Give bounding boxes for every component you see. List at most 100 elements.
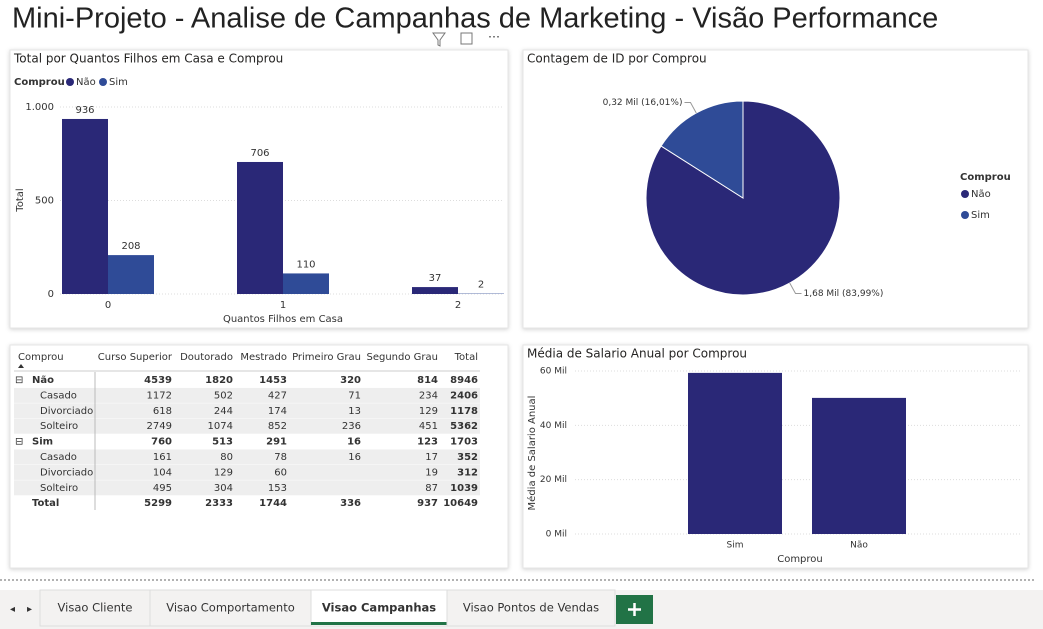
data-label: 706 [250, 148, 269, 159]
x-tick-label: 2 [455, 300, 461, 311]
tab-label[interactable]: Visao Campanhas [322, 601, 436, 615]
cell: 129 [419, 406, 438, 417]
collapse-icon: ⊟ [15, 437, 23, 448]
tab-label[interactable]: Visao Comportamento [166, 601, 295, 615]
row-band [14, 418, 480, 434]
tab[interactable] [446, 589, 616, 627]
sort-arrow [18, 364, 24, 368]
bar [812, 397, 906, 534]
bar [412, 287, 458, 294]
row-label: Não [32, 375, 54, 386]
cell: 104 [153, 467, 172, 478]
chart-title: Média de Salario Anual por Comprou [527, 347, 747, 361]
tab[interactable] [149, 589, 312, 627]
cell: 123 [417, 437, 438, 448]
filter-icon[interactable] [432, 32, 446, 47]
bar [108, 255, 154, 294]
leader-line [684, 101, 697, 114]
row-band [14, 449, 480, 465]
nav-prev[interactable]: ◂ [10, 604, 15, 615]
cell: 336 [340, 498, 361, 509]
column-header: Mestrado [240, 352, 287, 363]
chart-title: Total por Quantos Filhos em Casa e Compr… [13, 52, 283, 66]
tab[interactable] [39, 589, 151, 627]
cell: 4539 [144, 375, 172, 386]
cell: 80 [220, 452, 233, 463]
cell: 5362 [450, 421, 478, 432]
leader-line [789, 282, 802, 295]
legend-marker [99, 78, 107, 86]
y-tick-label: 1.000 [25, 102, 54, 113]
legend-label: Sim [109, 77, 128, 88]
x-tick-label: 1 [280, 300, 286, 311]
data-label: 1,68 Mil (83,99%) [804, 289, 884, 299]
column-header: Comprou [18, 352, 64, 363]
chart-title: Contagem de ID por Comprou [527, 52, 707, 66]
y-tick-label: 0 Mil [546, 530, 567, 540]
bar [237, 161, 283, 294]
tab[interactable] [310, 589, 448, 627]
cell: 1172 [147, 390, 172, 401]
tab-label[interactable]: Visao Pontos de Vendas [463, 601, 599, 615]
cell: 1820 [205, 375, 233, 386]
cell: 760 [151, 437, 172, 448]
row-label: Solteiro [40, 421, 78, 432]
y-tick-label: 20 Mil [540, 475, 567, 485]
cell: 513 [212, 437, 233, 448]
y-axis-label: Média de Salario Anual [526, 396, 538, 511]
cell: 618 [153, 406, 172, 417]
cell: 129 [214, 467, 233, 478]
data-label: 2 [478, 280, 484, 291]
cell: 78 [274, 452, 287, 463]
legend-marker [66, 78, 74, 86]
tab-label[interactable]: Visao Cliente [58, 601, 133, 615]
cell: 495 [153, 483, 172, 494]
cell: 1744 [259, 498, 287, 509]
cell: 234 [419, 390, 438, 401]
cell: 937 [417, 498, 438, 509]
y-tick-label: 60 Mil [540, 367, 567, 377]
focus-icon[interactable] [460, 32, 473, 45]
cell: 1453 [259, 375, 287, 386]
cell: 174 [268, 406, 287, 417]
column-header: Doutorado [180, 352, 233, 363]
cell: 1703 [450, 437, 478, 448]
legend-label: Não [971, 189, 991, 200]
cell: 60 [274, 467, 287, 478]
cell: 13 [348, 406, 361, 417]
x-tick-label: Sim [727, 541, 744, 551]
visual-header-icons: ⋯ [432, 30, 500, 47]
cell: 2333 [205, 498, 233, 509]
x-tick-label: Não [850, 541, 868, 551]
data-label: 37 [429, 273, 442, 284]
more-icon[interactable]: ⋯ [488, 30, 500, 44]
data-label: 110 [296, 259, 315, 270]
cell: 244 [214, 406, 233, 417]
cell: 502 [214, 390, 233, 401]
row-label: Sim [32, 437, 53, 448]
x-tick-label: 0 [105, 300, 111, 311]
plus-icon [628, 603, 641, 616]
legend-label: Não [76, 77, 96, 88]
row-band [14, 480, 480, 496]
row-label: Divorciado [40, 406, 93, 417]
nav-next[interactable]: ▸ [27, 604, 32, 615]
cell: 236 [342, 421, 361, 432]
column-header: Curso Superior [98, 352, 173, 363]
bar [62, 118, 108, 294]
legend-title: Comprou [960, 172, 1011, 183]
row-label: Solteiro [40, 483, 78, 494]
active-underline [311, 622, 447, 625]
legend-label: Sim [971, 210, 990, 221]
row-band [14, 464, 480, 480]
page-title: Mini-Projeto - Analise de Campanhas de M… [12, 3, 938, 35]
cell: 5299 [144, 498, 172, 509]
bar [688, 372, 782, 534]
cell: 1178 [450, 406, 478, 417]
cell: 451 [419, 421, 438, 432]
row-band [14, 403, 480, 419]
cell: 312 [457, 467, 478, 478]
cell: 153 [268, 483, 287, 494]
cell: 10649 [443, 498, 478, 509]
